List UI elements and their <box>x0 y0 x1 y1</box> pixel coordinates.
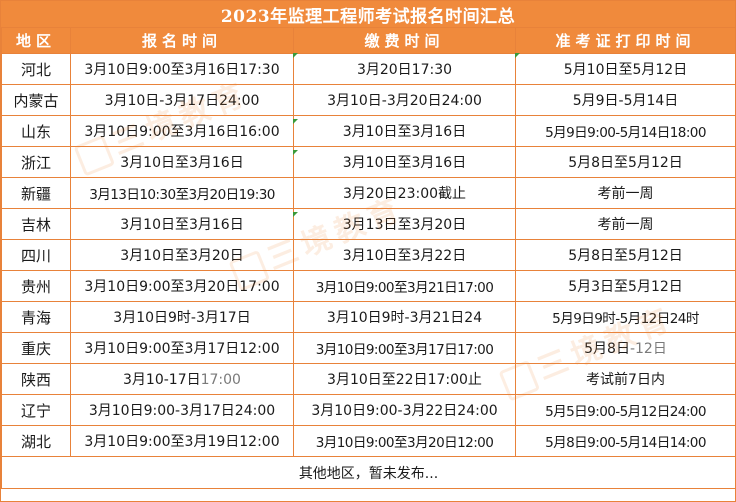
admission-cell: 考试前7日内 <box>515 363 736 395</box>
payment-cell: 3月20日23:00截止 <box>293 177 516 209</box>
table-row: 贵州 3月10日9:00至3月20日17:00 3月10日9:00至3月21日1… <box>1 270 736 302</box>
region-cell: 内蒙古 <box>1 84 71 116</box>
table-row: 新疆 3月13日10:30至3月20日19:30 3月20日23:00截止 考前… <box>1 177 736 209</box>
table-title: 2023年监理工程师考试报名时间汇总 <box>1 1 735 27</box>
table-row: 山东 3月10日9:00至3月16日16:00 3月10日至3月16日 5月9日… <box>1 115 736 147</box>
schedule-table: 地区 报名时间 缴费时间 准考证打印时间 河北 3月10日9:00至3月16日1… <box>1 27 736 489</box>
admission-cell: 考前一周 <box>515 177 736 209</box>
header-region: 地区 <box>1 27 71 54</box>
region-cell: 四川 <box>1 239 71 271</box>
registration-cell: 3月10日9:00至3月17日12:00 <box>70 332 294 364</box>
admission-cell: 5月10日至5月12日 <box>515 53 736 85</box>
table-row: 重庆 3月10日9:00至3月17日12:00 3月10日9:00至3月17日1… <box>1 332 736 364</box>
admission-cell: 5月8日至5月12日 <box>515 146 736 178</box>
table-row: 河北 3月10日9:00至3月16日17:30 3月20日17:30 5月10日… <box>1 53 736 85</box>
payment-cell: 3月10日至3月16日 <box>293 115 516 147</box>
registration-cell: 3月10日9时-3月17日 <box>70 301 294 333</box>
region-cell: 湖北 <box>1 425 71 457</box>
table-row: 浙江 3月10日至3月16日 3月10日至3月16日 5月8日至5月12日 <box>1 146 736 178</box>
region-cell: 青海 <box>1 301 71 333</box>
footer-note: 其他地区，暂未发布... <box>1 456 736 489</box>
payment-cell: 3月10日9:00-3月22日24:00 <box>293 394 516 426</box>
admission-cell: 5月9日-5月14日 <box>515 84 736 116</box>
registration-cell: 3月10日9:00至3月16日16:00 <box>70 115 294 147</box>
registration-cell: 3月10日9:00-3月17日24:00 <box>70 394 294 426</box>
header-registration: 报名时间 <box>70 27 294 54</box>
registration-cell: 3月10日9:00至3月20日17:00 <box>70 270 294 302</box>
admission-date-suffix: -12日 <box>629 341 667 357</box>
payment-cell: 3月13日至3月20日 <box>293 208 516 240</box>
payment-cell: 3月10日9:00至3月20日12:00 <box>293 425 516 457</box>
table-row: 吉林 3月10日至3月16日 3月13日至3月20日 考前一周 <box>1 208 736 240</box>
cell-corner-marker <box>293 119 298 124</box>
payment-cell: 3月20日17:30 <box>293 53 516 85</box>
table-row: 内蒙古 3月10日-3月17日24:00 3月10日-3月20日24:00 5月… <box>1 84 736 116</box>
admission-cell: 5月3日至5月12日 <box>515 270 736 302</box>
payment-cell: 3月10日9:00至3月17日17:00 <box>293 332 516 364</box>
payment-cell: 3月10日至22日17:00止 <box>293 363 516 395</box>
region-cell: 浙江 <box>1 146 71 178</box>
region-cell: 吉林 <box>1 208 71 240</box>
registration-time: 17:00 <box>200 372 241 388</box>
payment-cell: 3月10日至3月22日 <box>293 239 516 271</box>
table-row: 四川 3月10日至3月20日 3月10日至3月22日 5月8日至5月12日 <box>1 239 736 271</box>
registration-cell: 3月10日-3月17日24:00 <box>70 84 294 116</box>
registration-cell: 3月10日至3月16日 <box>70 146 294 178</box>
admission-date: 5月8日 <box>584 341 630 357</box>
region-cell: 山东 <box>1 115 71 147</box>
header-payment: 缴费时间 <box>293 27 516 54</box>
table-row: 陕西 3月10-17日17:00 3月10日至22日17:00止 考试前7日内 <box>1 363 736 395</box>
cell-corner-marker <box>293 53 298 58</box>
registration-cell: 3月10日至3月16日 <box>70 208 294 240</box>
admission-cell: 5月8日-12日 <box>515 332 736 364</box>
table-row: 辽宁 3月10日9:00-3月17日24:00 3月10日9:00-3月22日2… <box>1 394 736 426</box>
region-cell: 河北 <box>1 53 71 85</box>
registration-cell: 3月13日10:30至3月20日19:30 <box>70 177 294 209</box>
registration-cell: 3月10日9:00至3月16日17:30 <box>70 53 294 85</box>
admission-cell: 5月8日至5月12日 <box>515 239 736 271</box>
admission-cell: 5月9日9:00-5月14日18:00 <box>515 115 736 147</box>
admission-cell: 考前一周 <box>515 208 736 240</box>
region-cell: 新疆 <box>1 177 71 209</box>
cell-corner-marker <box>293 212 298 217</box>
header-admission-print: 准考证打印时间 <box>515 27 736 54</box>
admission-cell: 5月5日9:00-5月12日24:00 <box>515 394 736 426</box>
cell-corner-marker <box>515 53 520 58</box>
registration-cell: 3月10日至3月20日 <box>70 239 294 271</box>
payment-cell: 3月10日至3月16日 <box>293 146 516 178</box>
region-cell: 贵州 <box>1 270 71 302</box>
admission-cell: 5月9日9时-5月12日24时 <box>515 301 736 333</box>
footer-row: 其他地区，暂未发布... <box>1 456 736 489</box>
cell-corner-marker <box>293 150 298 155</box>
region-cell: 辽宁 <box>1 394 71 426</box>
table-row: 湖北 3月10日9:00至3月19日12:00 3月10日9:00至3月20日1… <box>1 425 736 457</box>
region-cell: 重庆 <box>1 332 71 364</box>
registration-cell: 3月10-17日17:00 <box>70 363 294 395</box>
registration-date: 3月10-17日 <box>123 372 201 388</box>
payment-cell: 3月10日-3月20日24:00 <box>293 84 516 116</box>
region-cell: 陕西 <box>1 363 71 395</box>
registration-cell: 3月10日9:00至3月19日12:00 <box>70 425 294 457</box>
table-row: 青海 3月10日9时-3月17日 3月10日9时-3月21日24 5月9日9时-… <box>1 301 736 333</box>
header-row: 地区 报名时间 缴费时间 准考证打印时间 <box>1 27 736 54</box>
payment-cell: 3月10日9时-3月21日24 <box>293 301 516 333</box>
payment-cell: 3月10日9:00至3月21日17:00 <box>293 270 516 302</box>
admission-cell: 5月8日9:00-5月14日14:00 <box>515 425 736 457</box>
